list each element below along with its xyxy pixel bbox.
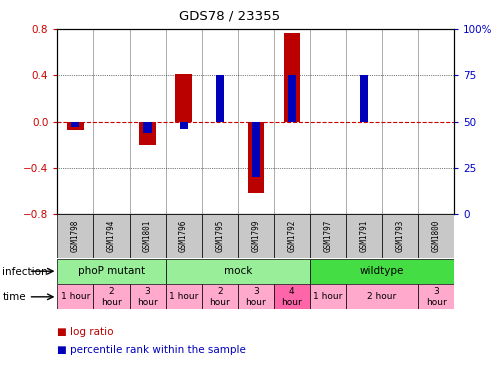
Text: ■ percentile rank within the sample: ■ percentile rank within the sample — [57, 344, 247, 355]
Text: wildtype: wildtype — [360, 266, 404, 276]
Text: GSM1795: GSM1795 — [215, 220, 224, 252]
Bar — [238, 284, 274, 309]
Bar — [166, 259, 310, 284]
Text: GDS78 / 23355: GDS78 / 23355 — [179, 9, 280, 22]
Bar — [166, 284, 202, 309]
Bar — [130, 214, 166, 258]
Bar — [166, 214, 202, 258]
Bar — [248, 122, 264, 193]
Text: GSM1797: GSM1797 — [323, 220, 332, 252]
Text: 3
hour: 3 hour — [137, 287, 158, 307]
Bar — [346, 214, 382, 258]
Text: mock: mock — [224, 266, 252, 276]
Text: GSM1793: GSM1793 — [396, 220, 405, 252]
Text: infection: infection — [2, 266, 48, 277]
Text: 2
hour: 2 hour — [209, 287, 230, 307]
Bar — [139, 122, 156, 145]
Text: GSM1796: GSM1796 — [179, 220, 188, 252]
Bar — [274, 214, 310, 258]
Bar — [93, 284, 130, 309]
Text: GSM1800: GSM1800 — [432, 220, 441, 252]
Bar — [67, 122, 83, 130]
Bar — [418, 284, 454, 309]
Text: 3
hour: 3 hour — [246, 287, 266, 307]
Text: time: time — [2, 292, 26, 302]
Bar — [176, 74, 192, 122]
Text: GSM1799: GSM1799 — [251, 220, 260, 252]
Bar — [382, 214, 418, 258]
Text: 4
hour: 4 hour — [281, 287, 302, 307]
Bar — [310, 284, 346, 309]
Bar — [57, 259, 166, 284]
Bar — [360, 75, 368, 122]
Bar — [93, 214, 130, 258]
Bar — [130, 284, 166, 309]
Bar — [274, 284, 310, 309]
Bar — [310, 214, 346, 258]
Bar — [251, 122, 260, 177]
Text: GSM1801: GSM1801 — [143, 220, 152, 252]
Text: GSM1798: GSM1798 — [71, 220, 80, 252]
Text: 1 hour: 1 hour — [169, 292, 198, 301]
Bar — [71, 122, 79, 127]
Bar — [238, 214, 274, 258]
Text: GSM1794: GSM1794 — [107, 220, 116, 252]
Text: GSM1791: GSM1791 — [359, 220, 368, 252]
Text: 2 hour: 2 hour — [367, 292, 397, 301]
Text: 1 hour: 1 hour — [61, 292, 90, 301]
Text: ■ log ratio: ■ log ratio — [57, 327, 114, 337]
Text: 3
hour: 3 hour — [426, 287, 447, 307]
Bar — [202, 214, 238, 258]
Text: 2
hour: 2 hour — [101, 287, 122, 307]
Text: 1 hour: 1 hour — [313, 292, 342, 301]
Bar — [310, 259, 454, 284]
Bar — [57, 284, 93, 309]
Bar — [202, 284, 238, 309]
Bar — [288, 75, 296, 122]
Text: GSM1792: GSM1792 — [287, 220, 296, 252]
Bar — [284, 33, 300, 122]
Bar — [180, 122, 188, 129]
Bar — [216, 75, 224, 122]
Text: phoP mutant: phoP mutant — [78, 266, 145, 276]
Bar — [418, 214, 454, 258]
Bar — [57, 214, 93, 258]
Bar — [144, 122, 152, 133]
Bar — [346, 284, 418, 309]
